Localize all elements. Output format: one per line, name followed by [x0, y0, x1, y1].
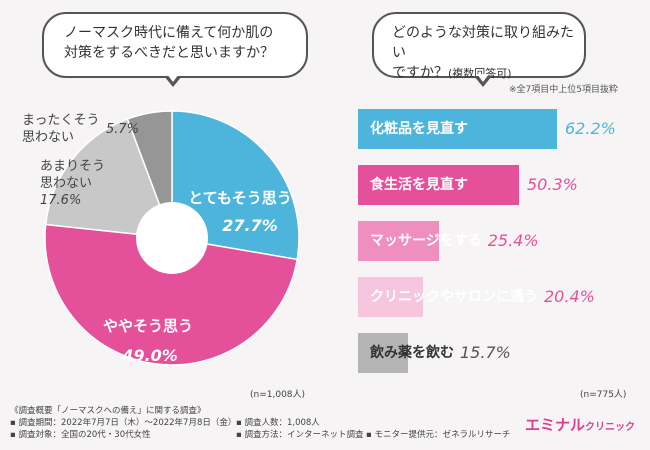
bar-value: 50.3%	[527, 175, 578, 194]
survey-summary: 《調査概要「ノーマスクへの備え」に関する調査》 ▪ 調査期間：2022年7月7日…	[10, 405, 236, 441]
bar-label: 食生活を見直す	[370, 177, 468, 193]
right-question-line1: どのような対策に取り組みたい	[392, 25, 574, 61]
left-question-bubble: ノーマスク時代に備えて何か肌の 対策をするべきだと思いますか？	[42, 12, 308, 87]
bar-value: 25.4%	[487, 231, 539, 250]
pie-slice-value: 27.7%	[222, 216, 278, 235]
bar-label: 化粧品を見直す	[370, 121, 468, 137]
bar-value: 20.4%	[544, 287, 595, 306]
bar-value: 15.7%	[460, 343, 511, 362]
right-question-line2: ですか？	[392, 65, 448, 81]
pie-slice-label: とてもそう思う	[188, 189, 292, 207]
bar	[358, 165, 519, 205]
bar-sample-size: (n=775人)	[580, 390, 627, 400]
logo-sub: クリニック	[585, 422, 636, 433]
bar	[358, 109, 557, 149]
pie-center-hole	[136, 202, 208, 274]
bubble-tail	[474, 74, 492, 87]
pie-slice	[44, 118, 174, 239]
survey-title: 《調査概要「ノーマスクへの備え」に関する調査》	[10, 406, 206, 416]
bubble-tail	[164, 74, 182, 87]
pie-slice-value: 5.7%	[106, 122, 140, 137]
bar	[358, 221, 439, 261]
survey-method: ▪ 調査方法：インターネット調査	[236, 430, 364, 440]
pie-slice-value: 49.0%	[122, 346, 178, 365]
clinic-logo: エミナルクリニック	[525, 414, 635, 435]
survey-count: ▪ 調査人数：1,008人	[236, 418, 320, 428]
bar	[358, 277, 423, 317]
top5-note: ※全7項目中上位5項目抜粋	[509, 85, 618, 95]
pie-slice	[44, 223, 299, 366]
bar-value: 62.2%	[565, 119, 616, 138]
left-question-line2: 対策をするべきだと思いますか？	[64, 45, 274, 61]
survey-target: ▪ 調査対象：全国の20代・30代女性	[10, 430, 151, 440]
bar-label: クリニックやサロンに通う	[370, 289, 538, 305]
right-question-multi-answer: (複数回答可)	[448, 67, 512, 80]
pie-slice-value: 17.6%	[40, 193, 82, 208]
pie-slice-label: あまりそう 思わない 17.6%	[40, 159, 106, 208]
pie-slice-label: ややそう思う	[102, 317, 194, 335]
right-question-bubble: どのような対策に取り組みたい ですか？(複数回答可)	[372, 12, 586, 87]
survey-method-block: ▪ 調査人数：1,008人 ▪ 調査方法：インターネット調査	[236, 417, 363, 441]
survey-period: ▪ 調査期間：2022年7月7日（木）〜2022年7月8日（金）	[10, 418, 237, 428]
bar	[358, 333, 408, 373]
bar-label: 飲み薬を飲む	[370, 345, 454, 361]
survey-provider: ▪ モニター提供元：ゼネラルリサーチ	[366, 430, 511, 440]
bar-label: マッサージをする	[370, 233, 482, 249]
right-question-line2-wrap: ですか？(複数回答可)	[392, 63, 584, 84]
pie-slice-label: まったくそう 思わない 5.7%	[22, 113, 140, 145]
pie-sample-size: (n=1,008人)	[250, 390, 306, 400]
left-question-line1: ノーマスク時代に備えて何か肌の	[64, 25, 274, 41]
logo-main: エミナル	[525, 416, 586, 434]
